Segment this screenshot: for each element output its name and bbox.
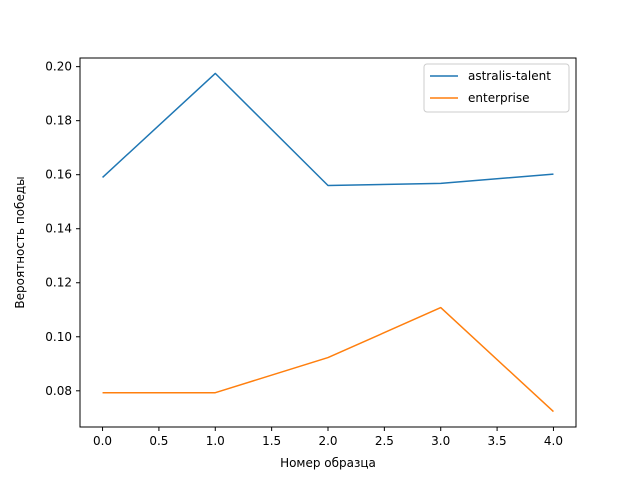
x-tick-label: 0.5 (149, 434, 168, 448)
x-axis-ticks: 0.0 0.5 1.0 1.5 2.0 2.5 3.0 3.5 4.0 (93, 427, 563, 448)
plot-area-frame (79, 57, 577, 428)
x-tick-label: 0.0 (93, 434, 112, 448)
y-tick-label: 0.20 (45, 60, 72, 74)
y-axis-ticks: 0.08 0.10 0.12 0.14 0.16 0.18 0.20 (45, 60, 80, 398)
x-tick-label: 1.0 (206, 434, 225, 448)
x-tick-label: 2.5 (375, 434, 394, 448)
legend-label: astralis-talent (468, 69, 551, 83)
legend-label: enterprise (468, 91, 530, 105)
x-axis-label: Номер образца (280, 456, 376, 470)
y-tick-label: 0.12 (45, 276, 72, 290)
x-tick-label: 3.0 (431, 434, 450, 448)
series-line-enterprise (102, 306, 554, 413)
y-tick-label: 0.18 (45, 114, 72, 128)
y-tick-label: 0.10 (45, 330, 72, 344)
legend: astralis-talent enterprise (423, 63, 570, 113)
x-tick-label: 3.5 (488, 434, 507, 448)
x-tick-label: 4.0 (544, 434, 563, 448)
series-lines (102, 72, 554, 413)
y-axis-label: Вероятность победы (13, 176, 27, 308)
y-tick-label: 0.16 (45, 168, 72, 182)
series-line-astralis-talent (102, 72, 554, 187)
legend-box (423, 63, 570, 113)
y-tick-label: 0.08 (45, 384, 72, 398)
x-tick-label: 1.5 (262, 434, 281, 448)
y-tick-label: 0.14 (45, 222, 72, 236)
x-tick-label: 2.0 (318, 434, 337, 448)
